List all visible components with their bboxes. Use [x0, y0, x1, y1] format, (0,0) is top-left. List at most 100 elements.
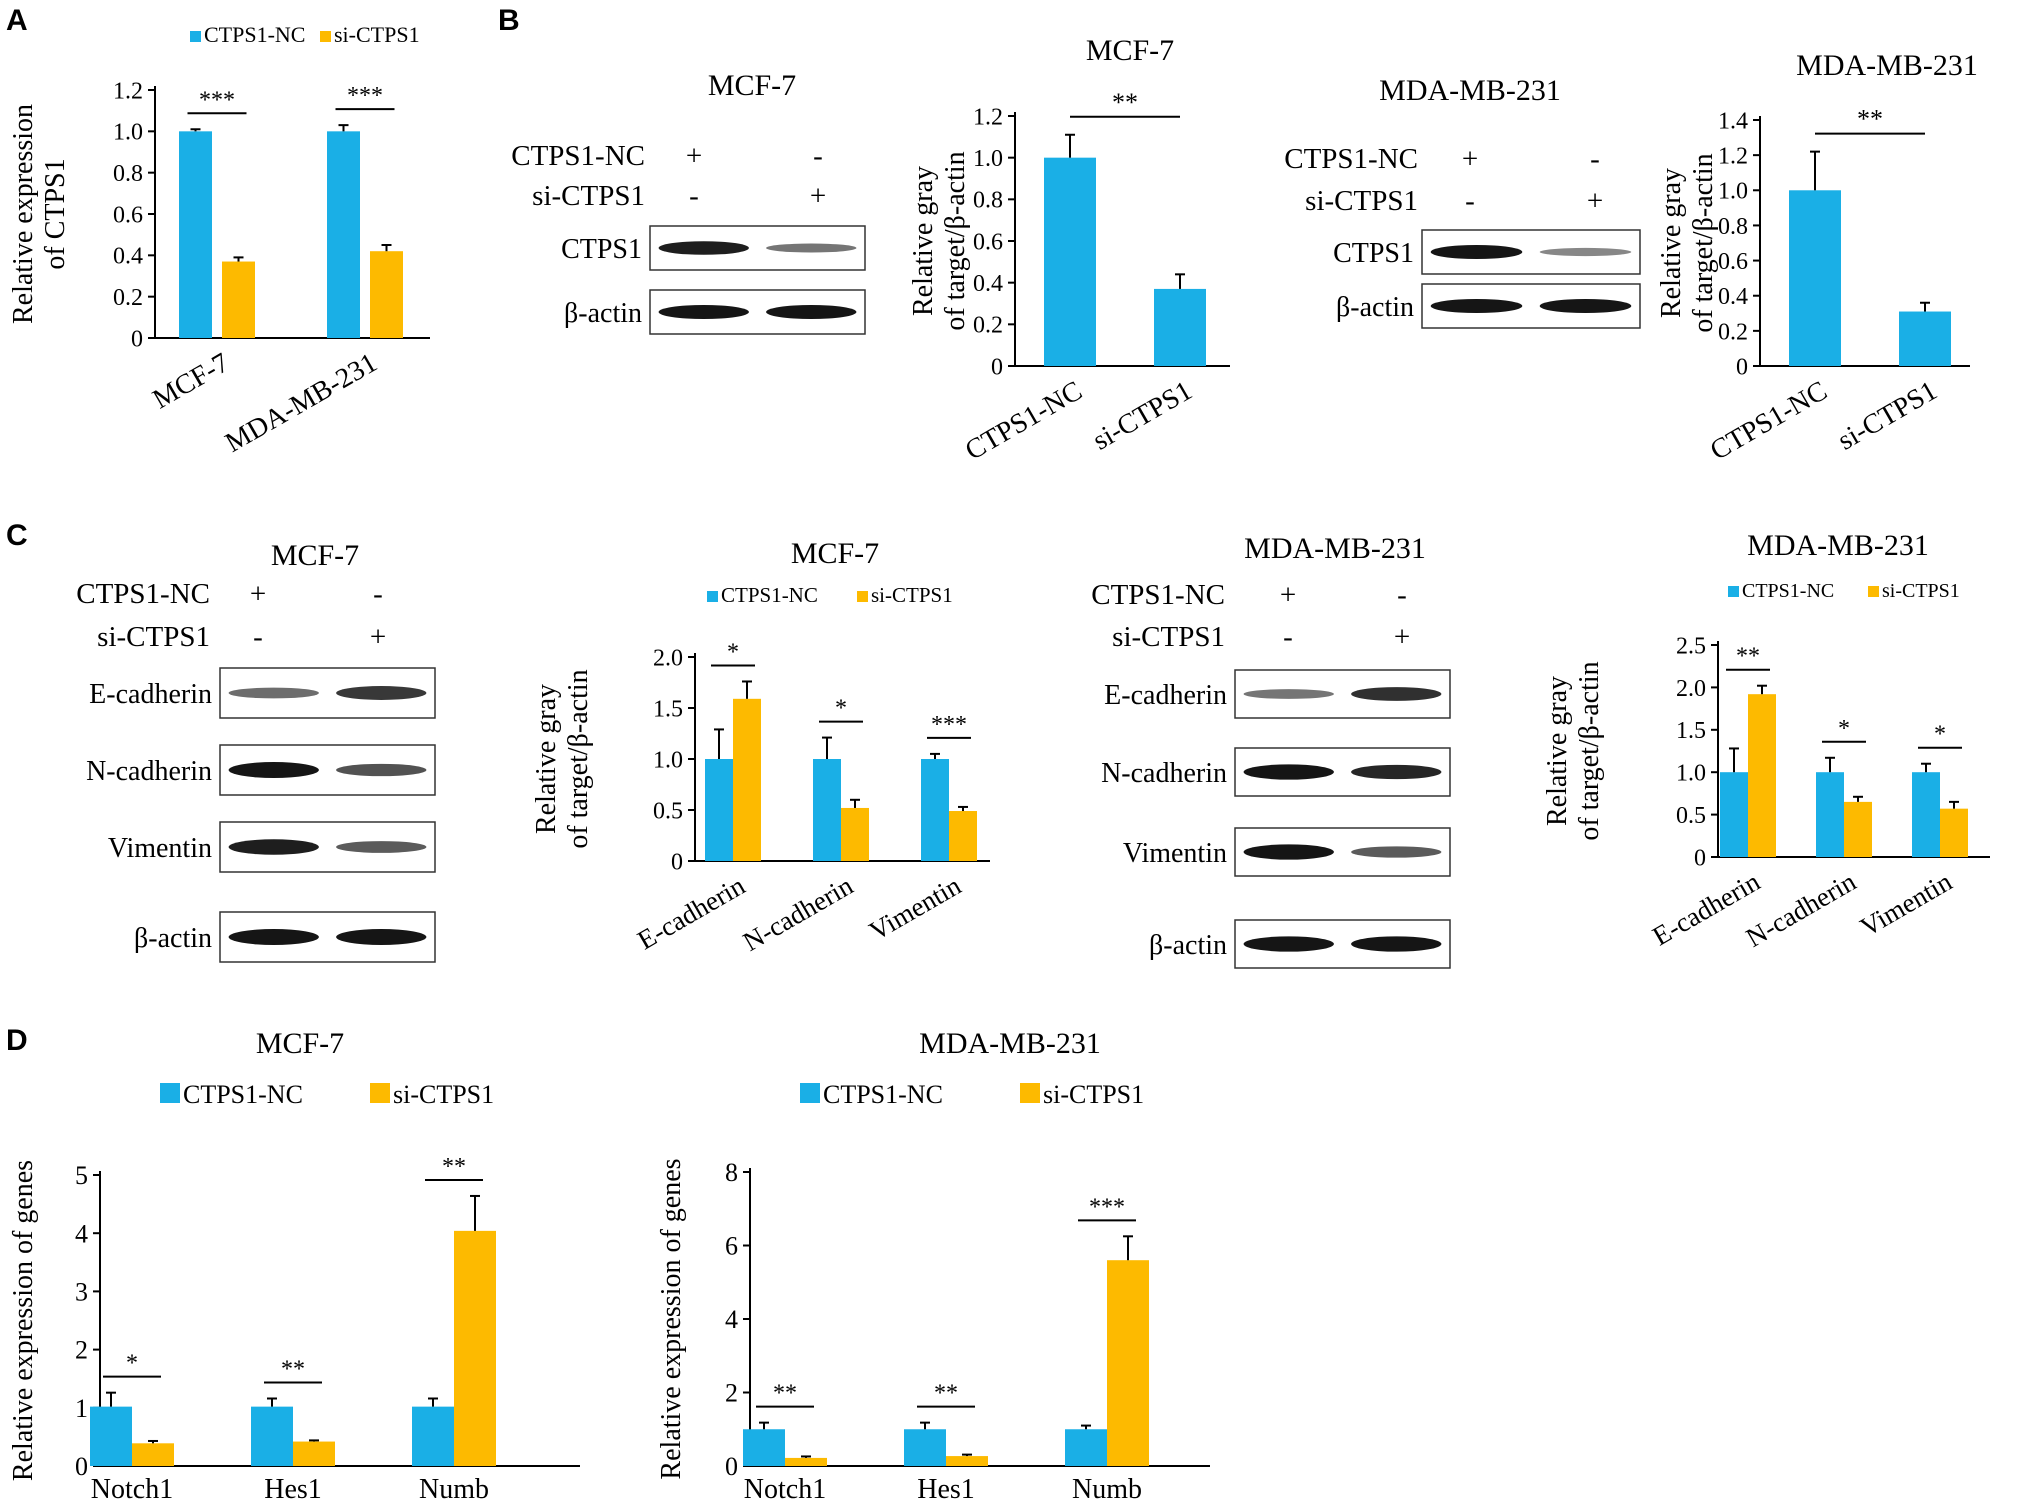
y-tick-label: 0.6 [973, 229, 1003, 255]
significance-mark: * [835, 696, 847, 722]
protein-band [1539, 298, 1632, 314]
chart-b-mda-ctps1-gray: MDA-MB-231 0 0.2 0.4 0.6 0.8 1.0 1.2 1.4 Relative… [1656, 49, 1978, 467]
condition-label: si-CTPS1 [1305, 185, 1418, 217]
significance-mark: ** [1112, 88, 1138, 117]
x-category-label: Numb [1072, 1474, 1142, 1505]
condition-mark: - [1590, 143, 1600, 175]
band-label: Vimentin [108, 833, 212, 864]
y-tick-label: 0.6 [1718, 249, 1748, 275]
bar-si-ctps1-e-cadherin [1748, 694, 1776, 857]
protein-band [658, 241, 749, 255]
legend-label: si-CTPS1 [1882, 580, 1960, 602]
y-tick-label: 1 [75, 1394, 88, 1423]
chart-title: MCF-7 [1086, 34, 1174, 67]
protein-band [766, 304, 857, 320]
protein-band [1243, 936, 1334, 952]
condition-mark: + [1587, 185, 1603, 217]
legend-swatch-ctps1-nc [190, 31, 201, 42]
band-label: CTPS1 [561, 234, 642, 265]
bar-ctps1-nc-numb [412, 1406, 454, 1466]
significance-mark: ** [934, 1381, 958, 1407]
significance-mark: * [1838, 716, 1850, 742]
y-tick-label: 1.2 [113, 78, 143, 104]
legend-label: CTPS1-NC [823, 1080, 943, 1109]
condition-label: CTPS1-NC [1284, 143, 1418, 175]
bar-si-ctps1-numb [454, 1230, 496, 1466]
condition-mark: - [1283, 621, 1293, 653]
chart-title: MCF-7 [256, 1027, 344, 1060]
significance-mark: ** [442, 1154, 466, 1180]
legend-label: si-CTPS1 [393, 1080, 494, 1109]
y-axis-label: Relative expression of genes [656, 1158, 687, 1479]
condition-label: si-CTPS1 [532, 180, 645, 212]
bar-ctps1-nc-numb [1065, 1429, 1107, 1466]
y-tick-label: 1.4 [1718, 108, 1748, 134]
y-tick-label: 0 [725, 1452, 738, 1481]
y-tick-label: 2.5 [1676, 633, 1706, 659]
protein-band [228, 762, 319, 778]
y-tick-label: 0 [75, 1452, 88, 1481]
legend-label: CTPS1-NC [1742, 580, 1834, 602]
y-tick-label: 0 [131, 326, 143, 352]
y-tick-label: 1.2 [973, 104, 1003, 130]
condition-label: si-CTPS1 [1112, 621, 1225, 653]
significance-mark: ** [1857, 105, 1883, 134]
y-tick-label: 4 [725, 1305, 738, 1334]
condition-label: CTPS1-NC [511, 140, 645, 172]
bar-ctps1-nc-vimentin [921, 759, 949, 861]
chart-title: MCF-7 [791, 537, 879, 570]
x-category-label: Hes1 [264, 1474, 322, 1505]
bar-value-si-ctps1 [1154, 288, 1206, 366]
significance-mark: * [1934, 722, 1946, 748]
y-tick-label: 2 [75, 1336, 88, 1365]
band-label: β-actin [1149, 930, 1227, 961]
protein-band [336, 686, 427, 700]
band-label: E-cadherin [89, 679, 212, 710]
blot-title: MCF-7 [708, 69, 796, 102]
legend-label: CTPS1-NC [183, 1080, 303, 1109]
y-tick-label: 2.0 [1676, 676, 1706, 702]
x-category-label: CTPS1-NC [960, 375, 1087, 466]
y-axis-label: Relative gray [1656, 168, 1687, 318]
y-tick-label: 2 [725, 1379, 738, 1408]
panel-label-a: A [6, 4, 28, 37]
bar-ctps1-nc-mcf-7 [179, 131, 212, 338]
condition-mark: + [370, 621, 386, 653]
significance-mark: * [727, 639, 739, 665]
significance-mark: * [126, 1351, 138, 1377]
x-category-label: Numb [419, 1474, 489, 1505]
x-category-label: CTPS1-NC [1705, 375, 1832, 466]
bar-ctps1-nc-hes1 [904, 1429, 946, 1466]
x-category-label: MDA-MB-231 [220, 347, 382, 459]
bar-value-ctps1-nc [1044, 157, 1096, 366]
condition-mark: - [253, 621, 263, 653]
x-category-label: Notch1 [91, 1474, 173, 1505]
blot-c-mda: MDA-MB-231 CTPS1-NC + - si-CTPS1 - + E-cadherin… [1091, 532, 1451, 969]
condition-mark: + [1462, 143, 1478, 175]
y-axis-label: Relative gray [1542, 676, 1573, 826]
band-label: β-actin [564, 298, 642, 329]
legend-swatch-si-ctps1 [1868, 586, 1879, 597]
chart-title: MDA-MB-231 [1796, 49, 1978, 82]
chart-d-mda-notch-genes: MDA-MB-231 0 2 4 6 8 Relative expression of ge… [656, 1027, 1210, 1505]
legend-label: si-CTPS1 [1043, 1080, 1144, 1109]
y-tick-label: 0.6 [113, 202, 143, 228]
legend-label: CTPS1-NC [204, 22, 305, 47]
band-label: N-cadherin [86, 756, 212, 787]
condition-label: CTPS1-NC [76, 578, 210, 610]
panel-label-c: C [6, 519, 28, 552]
protein-band [1351, 764, 1442, 780]
y-tick-label: 0.8 [1718, 214, 1748, 240]
band-label: β-actin [134, 923, 212, 954]
band-label: CTPS1 [1333, 238, 1414, 269]
bar-si-ctps1-mcf-7 [222, 261, 255, 338]
protein-band [1243, 689, 1334, 699]
y-axis-label: Relative expression [8, 104, 39, 324]
band-label: Vimentin [1123, 838, 1227, 869]
protein-band [1243, 844, 1334, 860]
bar-ctps1-nc-notch1 [90, 1406, 132, 1466]
condition-mark: - [373, 578, 383, 610]
y-tick-label: 1.0 [113, 120, 143, 146]
bar-si-ctps1-mda-mb-231 [370, 251, 403, 338]
significance-mark: ** [281, 1356, 305, 1382]
